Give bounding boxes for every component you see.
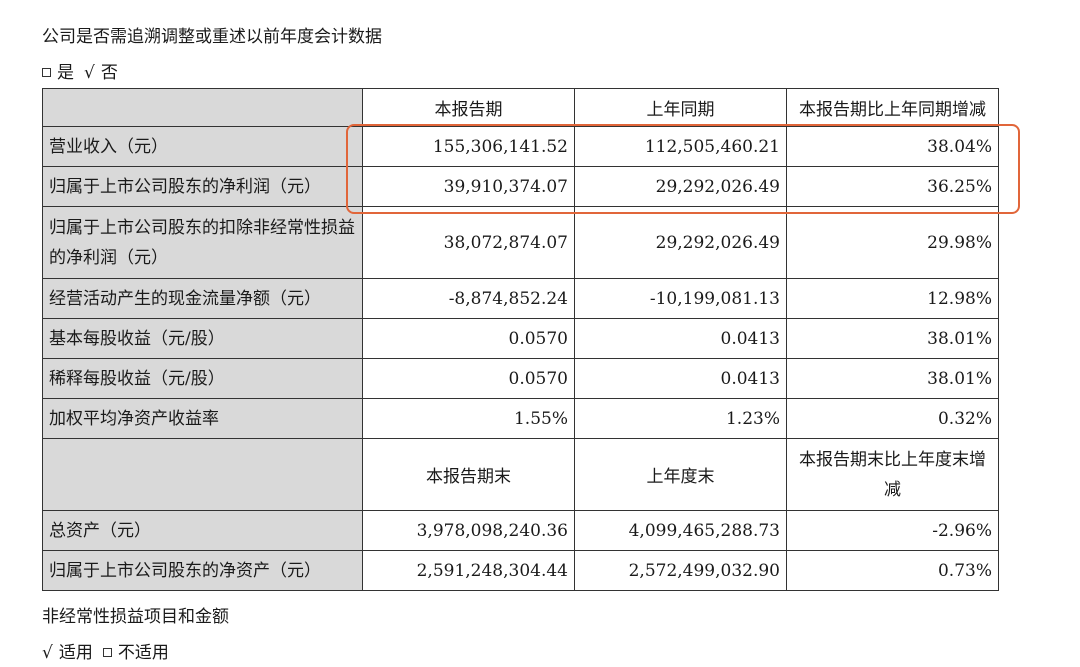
row-label: 归属于上市公司股东的扣除非经常性损益的净利润（元）	[42, 206, 363, 279]
table-row: 归属于上市公司股东的扣除非经常性损益的净利润（元） 38,072,874.07 …	[42, 206, 999, 279]
change-value: 12.98%	[786, 278, 999, 319]
row-label: 归属于上市公司股东的净资产（元）	[42, 550, 363, 591]
row-label: 基本每股收益（元/股）	[42, 318, 363, 359]
row-label: 稀释每股收益（元/股）	[42, 358, 363, 399]
header-cell: 上年度末	[574, 438, 787, 511]
header-blank-cell	[42, 438, 363, 511]
header-cell: 本报告期末	[362, 438, 575, 511]
change-value: 38.04%	[786, 126, 999, 167]
header-cell: 上年同期	[574, 88, 787, 127]
table-header-row: 本报告期 上年同期 本报告期比上年同期增减	[42, 88, 999, 127]
header-cell: 本报告期末比上年度末增减	[786, 438, 999, 511]
prior-value: 0.0413	[574, 358, 787, 399]
change-value: 0.73%	[786, 550, 999, 591]
table-row: 加权平均净资产收益率 1.55% 1.23% 0.32%	[42, 398, 999, 439]
row-label: 营业收入（元）	[42, 126, 363, 167]
not-applicable-label: 不适用	[117, 643, 169, 663]
table-row: 营业收入（元） 155,306,141.52 112,505,460.21 38…	[42, 126, 999, 167]
prior-value: 1.23%	[574, 398, 787, 439]
retro-adjust-choice: 是 √ 否	[42, 58, 118, 83]
table-row: 归属于上市公司股东的净资产（元） 2,591,248,304.44 2,572,…	[42, 550, 999, 591]
header-blank-cell	[42, 88, 363, 127]
table-row: 总资产（元） 3,978,098,240.36 4,099,465,288.73…	[42, 510, 999, 551]
change-value: 0.32%	[786, 398, 999, 439]
change-value: -2.96%	[786, 510, 999, 551]
prior-value: 112,505,460.21	[574, 126, 787, 167]
row-label: 总资产（元）	[42, 510, 363, 551]
change-value: 38.01%	[786, 318, 999, 359]
section-heading: 公司是否需追溯调整或重述以前年度会计数据	[42, 27, 382, 47]
prior-value: 29,292,026.49	[574, 206, 787, 279]
table-row: 稀释每股收益（元/股） 0.0570 0.0413 38.01%	[42, 358, 999, 399]
row-label: 经营活动产生的现金流量净额（元）	[42, 278, 363, 319]
table-row: 归属于上市公司股东的净利润（元） 39,910,374.07 29,292,02…	[42, 166, 999, 207]
current-value: 38,072,874.07	[362, 206, 575, 279]
prior-value: 0.0413	[574, 318, 787, 359]
prior-value: 2,572,499,032.90	[574, 550, 787, 591]
checkbox-icon	[42, 68, 51, 77]
choice-yes-label: 是	[57, 63, 74, 83]
check-mark-icon: √	[84, 63, 95, 83]
table-header-row: 本报告期末 上年度末 本报告期末比上年度末增减	[42, 438, 999, 511]
change-value: 36.25%	[786, 166, 999, 207]
check-mark-icon: √	[42, 643, 53, 663]
prior-value: 29,292,026.49	[574, 166, 787, 207]
change-value: 29.98%	[786, 206, 999, 279]
table-row: 经营活动产生的现金流量净额（元） -8,874,852.24 -10,199,0…	[42, 278, 999, 319]
current-value: 39,910,374.07	[362, 166, 575, 207]
current-value: 3,978,098,240.36	[362, 510, 575, 551]
row-label: 归属于上市公司股东的净利润（元）	[42, 166, 363, 207]
applicable-label: 适用	[58, 643, 93, 663]
prior-value: 4,099,465,288.73	[574, 510, 787, 551]
current-value: -8,874,852.24	[362, 278, 575, 319]
change-value: 38.01%	[786, 358, 999, 399]
current-value: 155,306,141.52	[362, 126, 575, 167]
header-cell: 本报告期	[362, 88, 575, 127]
current-value: 0.0570	[362, 358, 575, 399]
checkbox-icon	[102, 648, 112, 657]
current-value: 0.0570	[362, 318, 575, 359]
applicable-choice: √ 适用 不适用	[42, 638, 169, 663]
choice-no-label: 否	[100, 63, 118, 83]
row-label: 加权平均净资产收益率	[42, 398, 363, 439]
header-cell: 本报告期比上年同期增减	[786, 88, 999, 127]
current-value: 2,591,248,304.44	[362, 550, 575, 591]
sub-heading: 非经常性损益项目和金额	[42, 607, 229, 627]
table-row: 基本每股收益（元/股） 0.0570 0.0413 38.01%	[42, 318, 999, 359]
current-value: 1.55%	[362, 398, 575, 439]
financial-data-table: 本报告期 上年同期 本报告期比上年同期增减 营业收入（元） 155,306,14…	[42, 88, 999, 591]
prior-value: -10,199,081.13	[574, 278, 787, 319]
